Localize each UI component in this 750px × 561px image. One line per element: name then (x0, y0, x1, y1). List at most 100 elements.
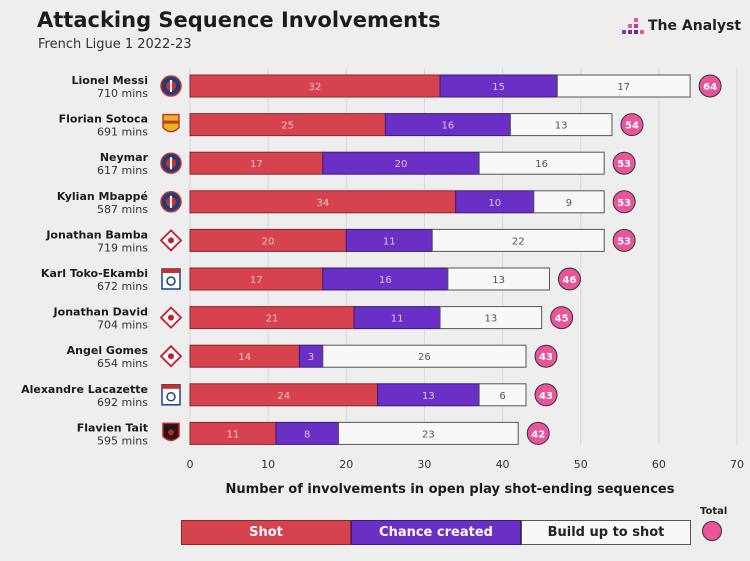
total-marker (612, 151, 636, 175)
bar-chance-created-label: 16 (442, 121, 455, 132)
club-badge-lens-icon (162, 113, 180, 133)
bar-build-up (509, 113, 613, 137)
club-badge-psg-icon (160, 191, 182, 213)
x-tick-label: 40 (496, 458, 510, 471)
total-marker (557, 267, 581, 291)
total-marker (534, 344, 558, 368)
bar-build-up (478, 383, 527, 407)
player-name: Neymar (100, 151, 149, 164)
total-marker (526, 421, 550, 445)
bar-build-up (322, 344, 527, 368)
bar-chance-created-label: 20 (395, 159, 408, 170)
total-marker (612, 228, 636, 252)
bar-chance-created-label: 3 (308, 352, 314, 363)
bar-build-up-label: 26 (418, 352, 431, 363)
bar-build-up-label: 9 (566, 198, 572, 209)
x-tick-label: 60 (652, 458, 666, 471)
bar-shot-label: 17 (250, 159, 263, 170)
total-label: 64 (703, 82, 717, 93)
total-label: 43 (539, 352, 553, 363)
club-badge-lyon-icon (161, 268, 181, 290)
club-badge-psg-icon (160, 75, 182, 97)
legend-build-up: Build up to shot (521, 520, 691, 545)
total-marker (620, 113, 644, 137)
bar-build-up (478, 151, 605, 175)
legend-shot: Shot (181, 520, 351, 545)
bar-shot-label: 17 (250, 275, 263, 286)
player-name: Flavien Tait (77, 421, 148, 434)
bar-build-up-label: 13 (555, 121, 568, 132)
x-tick-label: 10 (261, 458, 275, 471)
x-tick-label: 50 (574, 458, 588, 471)
chart-subtitle: French Ligue 1 2022-23 (38, 37, 192, 52)
total-label: 54 (625, 121, 639, 132)
x-tick-label: 70 (730, 458, 744, 471)
bar-chance-created-label: 15 (492, 82, 505, 93)
bar-shot-label: 34 (316, 198, 329, 209)
bar-build-up (337, 421, 519, 445)
player-minutes: 691 mins (97, 126, 148, 139)
bar-build-up (447, 267, 550, 291)
player-name: Lionel Messi (71, 74, 148, 87)
bar-build-up (431, 228, 605, 252)
x-tick-label: 20 (339, 458, 353, 471)
bar-build-up (439, 306, 543, 330)
bar-chance-created-label: 8 (304, 429, 310, 440)
player-minutes: 595 mins (97, 434, 148, 447)
bar-chance-created-label: 11 (391, 314, 404, 325)
player-name: Karl Toko-Ekambi (41, 267, 148, 280)
total-label: 43 (539, 391, 553, 402)
bar-build-up-label: 6 (499, 391, 505, 402)
total-label: 45 (555, 314, 569, 325)
bar-build-up-label: 23 (422, 429, 435, 440)
x-tick-label: 30 (417, 458, 431, 471)
club-badge-lille-icon (159, 229, 183, 252)
club-badge-lyon-icon (161, 384, 181, 406)
bar-shot-label: 20 (262, 236, 275, 247)
bar-build-up (556, 74, 691, 98)
bar-build-up-label: 22 (512, 236, 525, 247)
bar-shot-label: 21 (266, 314, 279, 325)
player-name: Florian Sotoca (59, 113, 148, 126)
player-minutes: 587 mins (97, 203, 148, 216)
brand-logo: The Analyst (622, 16, 741, 36)
bar-chance-created-label: 16 (379, 275, 392, 286)
club-badge-lille-icon (159, 344, 183, 368)
player-minutes: 617 mins (97, 164, 148, 177)
legend-total-label: Total (700, 506, 728, 517)
bar-build-up-label: 13 (492, 275, 505, 286)
total-marker (612, 190, 636, 214)
bar-shot-label: 14 (238, 352, 251, 363)
x-axis-ticks: 0 10 20 30 40 50 60 70 (187, 458, 745, 471)
bar-chance-created-label: 13 (422, 391, 435, 402)
legend: Shot Chance created Build up to shot (181, 520, 691, 545)
player-name: Angel Gomes (67, 344, 149, 357)
total-marker (698, 74, 722, 98)
bar-shot-label: 32 (309, 82, 322, 93)
bar-chance-created-label: 11 (383, 236, 396, 247)
player-name: Jonathan Bamba (45, 228, 148, 241)
player-name: Jonathan David (53, 306, 148, 319)
player-minutes: 654 mins (97, 357, 148, 370)
player-minutes: 672 mins (97, 280, 148, 293)
bar-shot-label: 24 (277, 391, 290, 402)
player-minutes: 704 mins (97, 319, 148, 332)
total-label: 42 (531, 429, 545, 440)
legend-chance-created: Chance created (351, 520, 521, 545)
player-minutes: 692 mins (97, 396, 148, 409)
club-badge-lille-icon (159, 306, 183, 329)
brand-name: The Analyst (648, 18, 742, 34)
club-badge-rennes-icon (162, 422, 180, 442)
x-tick-label: 0 (187, 458, 194, 471)
analyst-logo-icon (622, 18, 644, 34)
total-marker (534, 383, 558, 407)
bar-build-up-label: 17 (617, 82, 630, 93)
player-minutes: 710 mins (97, 87, 148, 100)
total-label: 46 (562, 275, 576, 286)
